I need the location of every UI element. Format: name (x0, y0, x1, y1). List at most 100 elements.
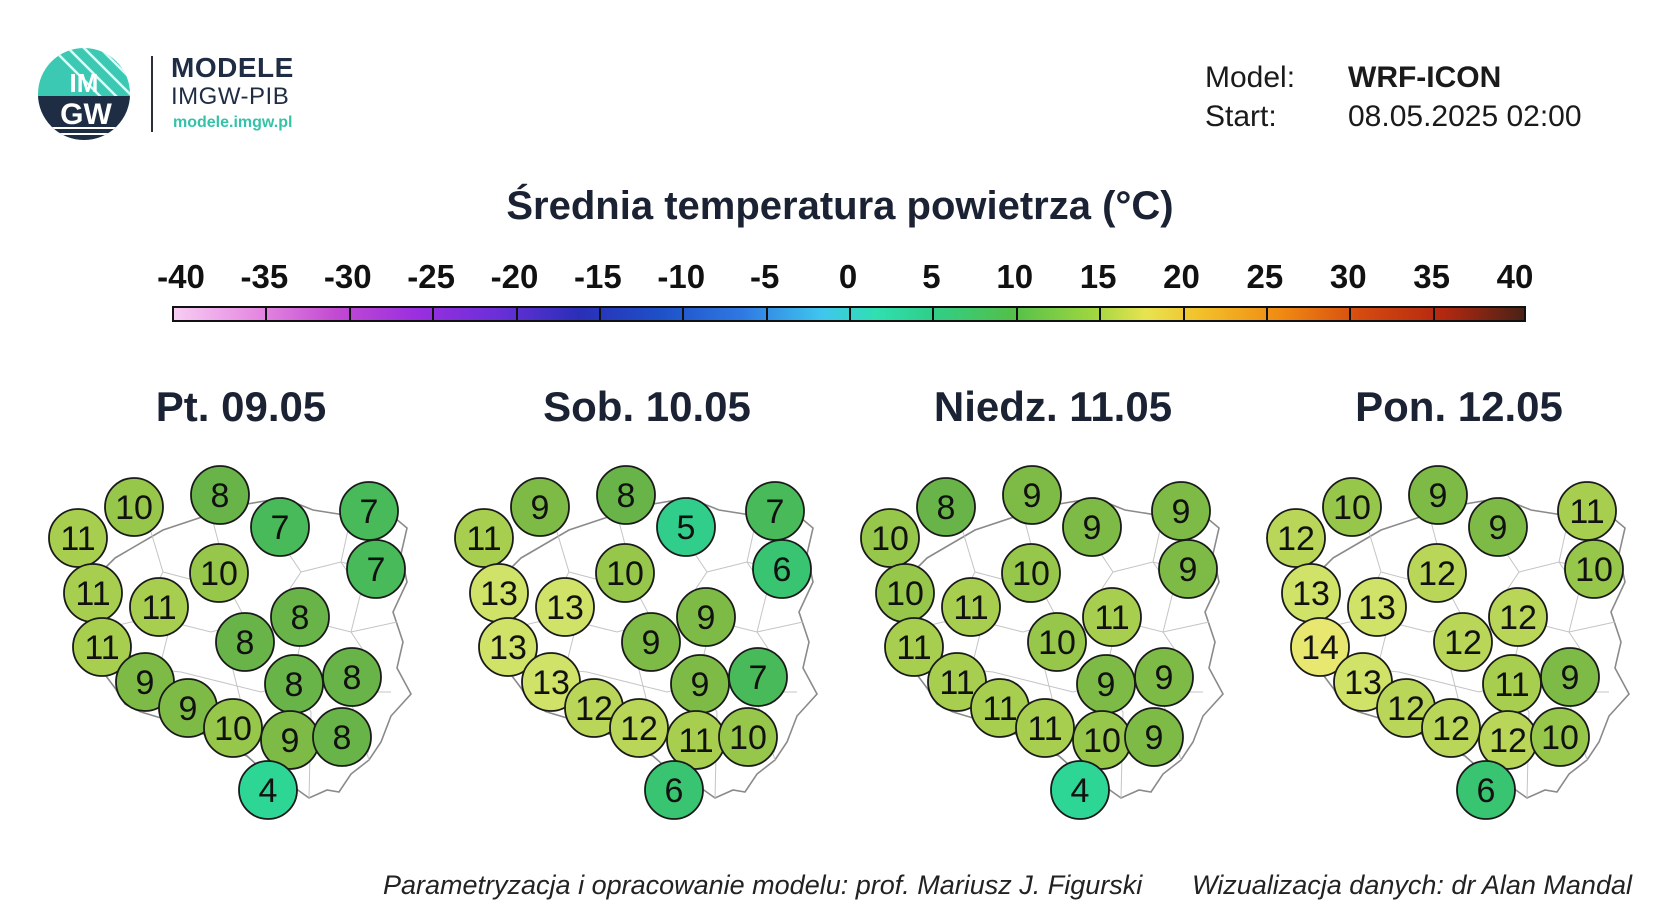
temperature-marker: 8 (312, 707, 372, 767)
temperature-value: 8 (333, 719, 352, 757)
forecast-map: 10 9 12 9 11 10 12 13 13 12 14 12 11 13 9 12 12 12 10 6 (1259, 462, 1643, 842)
temperature-circle (1050, 760, 1110, 820)
temperature-marker: 9 (1062, 497, 1122, 557)
temperature-value: 13 (489, 629, 527, 667)
temperature-marker: 13 (1347, 577, 1407, 637)
temperature-marker: 11 (884, 617, 944, 677)
temperature-marker: 11 (1015, 698, 1075, 758)
model-info: Model: WRF-ICON Start: 08.05.2025 02:00 (1205, 58, 1582, 136)
temperature-marker: 12 (609, 698, 669, 758)
temperature-marker: 13 (1333, 652, 1393, 712)
temperature-circle (916, 477, 976, 537)
temperature-value: 8 (617, 477, 636, 515)
temperature-value: 11 (1494, 666, 1529, 704)
temperature-circle (72, 617, 132, 677)
temperature-marker: 7 (250, 497, 310, 557)
temperature-value: 9 (1083, 509, 1102, 547)
temperature-circle (1540, 647, 1600, 707)
temperature-value: 4 (259, 772, 278, 810)
temperature-value: 5 (677, 509, 696, 547)
temperature-value: 12 (1444, 624, 1482, 662)
forecast-map: 10 8 11 7 7 7 10 11 11 8 11 8 8 9 8 9 10 9 8 4 (41, 462, 425, 842)
temperature-value: 13 (1344, 664, 1382, 702)
temperature-value: 6 (773, 551, 792, 589)
temperature-value: 10 (1333, 489, 1371, 527)
temperature-marker: 13 (469, 563, 529, 623)
temperature-marker: 11 (72, 617, 132, 677)
temperature-value: 10 (1012, 555, 1050, 593)
temperature-marker: 10 (1530, 707, 1590, 767)
temperature-circle (860, 508, 920, 568)
temperature-circle (1407, 543, 1467, 603)
temperature-marker: 9 (670, 654, 730, 714)
page-title: Średnia temperatura powietrza (°C) (506, 184, 1174, 228)
temperature-value: 9 (1179, 551, 1198, 589)
temperature-circle (1468, 497, 1528, 557)
temperature-circle (250, 497, 310, 557)
temperature-marker: 6 (752, 539, 812, 599)
temperature-marker: 10 (203, 698, 263, 758)
temperature-marker: 9 (1002, 465, 1062, 525)
temperature-value: 11 (678, 722, 713, 760)
scale-tick-label: -5 (749, 258, 780, 295)
temperature-circle (1421, 698, 1481, 758)
temperature-circle (190, 465, 250, 525)
temperature-value: 14 (1301, 629, 1339, 667)
temperature-marker: 12 (1488, 587, 1548, 647)
temperature-value: 10 (729, 719, 767, 757)
brand-url[interactable]: modele.imgw.pl (173, 114, 293, 131)
temperature-marker: 10 (104, 477, 164, 537)
temperature-marker: 10 (718, 707, 778, 767)
temperature-circle (1027, 612, 1087, 672)
scale-tick-mark (1265, 306, 1268, 322)
scale-tick-mark (1432, 306, 1435, 322)
temperature-circle (1408, 465, 1468, 525)
temperature-value: 11 (953, 589, 988, 627)
temperature-circle (1002, 465, 1062, 525)
scale-tick-mark (515, 306, 518, 322)
temperature-value: 10 (1038, 624, 1076, 662)
logo-divider (151, 56, 153, 132)
temperature-circle (621, 612, 681, 672)
temperature-circle (1062, 497, 1122, 557)
temperature-circle (1082, 587, 1142, 647)
temperature-circle (312, 707, 372, 767)
temperature-circle (48, 508, 108, 568)
temperature-value: 13 (1292, 575, 1330, 613)
temperature-value: 8 (211, 477, 230, 515)
temperature-marker: 9 (260, 710, 320, 770)
temperature-value: 8 (236, 624, 255, 662)
scale-tick-mark (849, 306, 851, 322)
temperature-marker: 13 (535, 577, 595, 637)
temperature-value: 9 (1155, 659, 1174, 697)
temperature-value: 10 (1575, 551, 1613, 589)
temperature-value: 6 (665, 772, 684, 810)
temperature-value: 13 (480, 575, 518, 613)
temperature-value: 9 (136, 664, 155, 702)
temperature-value: 12 (1489, 722, 1527, 760)
temperature-value: 9 (1097, 666, 1116, 704)
temperature-marker: 11 (1082, 587, 1142, 647)
temperature-marker: 9 (510, 477, 570, 537)
temperature-marker: 13 (521, 652, 581, 712)
temperature-circle (478, 617, 538, 677)
temperature-value: 7 (766, 493, 785, 531)
temperature-value: 10 (1541, 719, 1579, 757)
temperature-value: 12 (1418, 555, 1456, 593)
temperature-circle (609, 698, 669, 758)
scale-tick-label: 30 (1329, 258, 1367, 295)
temperature-value: 13 (1358, 589, 1396, 627)
temperature-marker: 7 (728, 647, 788, 707)
scale-tick-label: -10 (657, 258, 706, 295)
temperature-circle (718, 707, 778, 767)
temperature-marker: 10 (1027, 612, 1087, 672)
brand-title: MODELE (171, 52, 294, 83)
temperature-value: 8 (343, 659, 362, 697)
scale-tick-mark (432, 306, 435, 322)
temperature-value: 9 (281, 722, 300, 760)
temperature-value: 10 (606, 555, 644, 593)
